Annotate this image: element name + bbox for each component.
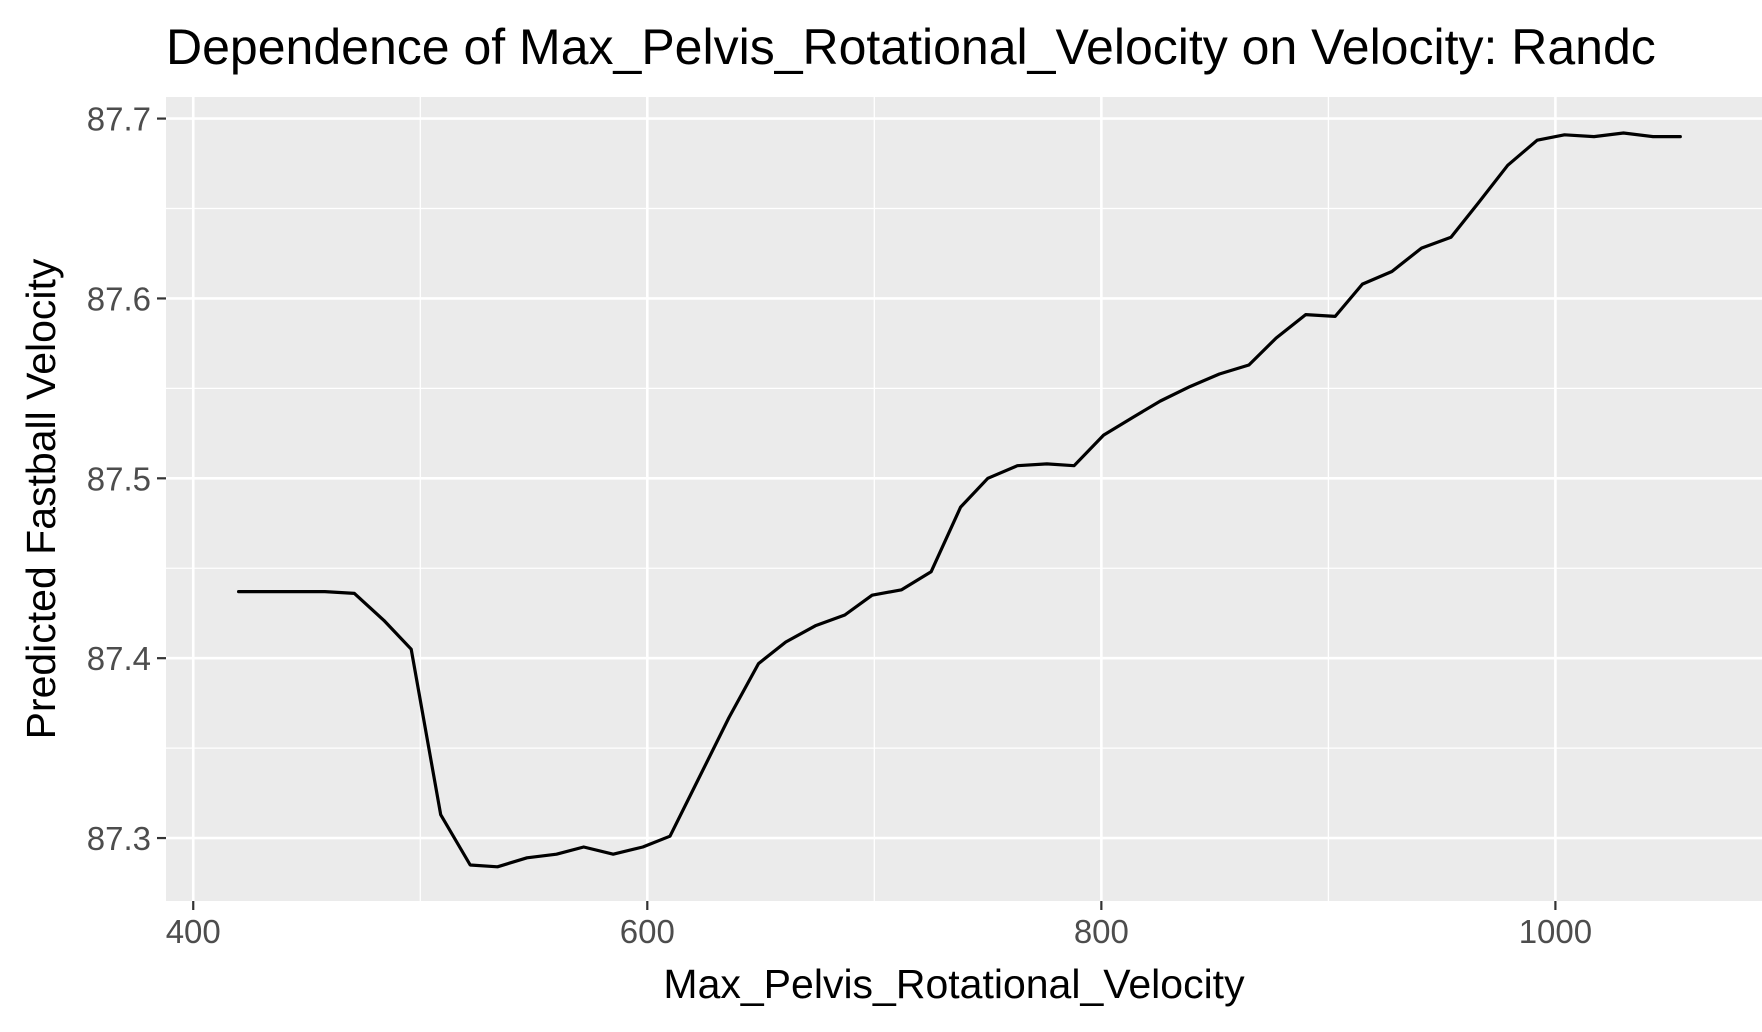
plot-area xyxy=(237,131,1682,869)
y-tick-label: 87.4 xyxy=(87,640,151,677)
series-line xyxy=(237,131,1682,869)
y-tick-label: 87.3 xyxy=(87,820,151,857)
x-tick-label: 400 xyxy=(166,913,221,950)
x-axis-title: Max_Pelvis_Rotational_Velocity xyxy=(663,961,1245,1007)
chart-title: Dependence of Max_Pelvis_Rotational_Velo… xyxy=(166,19,1656,75)
panel-background xyxy=(166,97,1762,901)
axes: 400 600 800 1000 87.3 87.4 87.5 87.6 87.7 xyxy=(87,101,1592,950)
x-tick-label: 1000 xyxy=(1519,913,1592,950)
y-axis-title: Predicted Fastball Velocity xyxy=(18,258,64,739)
y-tick-label: 87.6 xyxy=(87,280,151,317)
x-tick-label: 800 xyxy=(1074,913,1129,950)
gridlines xyxy=(166,97,1762,901)
y-tick-label: 87.7 xyxy=(87,101,151,138)
x-tick-label: 600 xyxy=(620,913,675,950)
y-tick-label: 87.5 xyxy=(87,460,151,497)
